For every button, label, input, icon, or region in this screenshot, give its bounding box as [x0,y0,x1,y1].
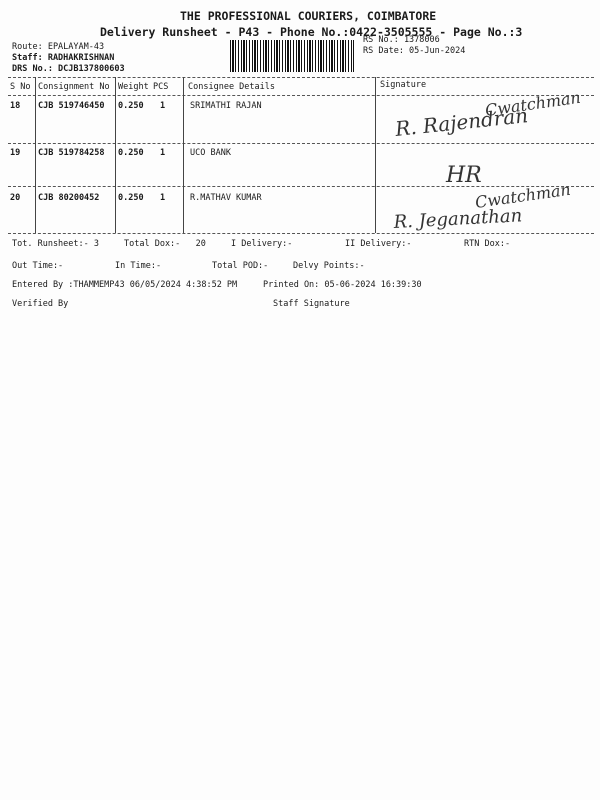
consignment-no: CJB 80200452 [38,193,100,203]
col-consignee: Consignee Details [188,82,275,92]
company-title: THE PROFESSIONAL COURIERS, COIMBATORE [180,9,437,23]
signature-row-19: HR [445,163,482,188]
pcs: 1 [160,193,166,203]
entered-by: Entered By :THAMMEMP43 06/05/2024 4:38:5… [12,280,238,290]
consignee: SRIMATHI RAJAN [190,101,262,111]
pcs: 1 [160,148,166,158]
consignee: UCO BANK [190,148,231,158]
printed-on: Printed On: 05-06-2024 16:39:30 [263,280,422,290]
drs-number: DRS No.: DCJB137800603 [12,64,125,74]
column-divider [375,77,376,233]
out-time: Out Time:- [12,261,64,271]
rtn-dox: RTN Dox:- [464,239,511,249]
total-dox: Total Dox:- 20 [124,239,206,249]
verified-by: Verified By [12,299,69,309]
divider [8,186,594,187]
barcode [230,40,354,72]
column-divider [183,77,184,233]
sno: 19 [10,148,21,158]
handwritten-signatures: Cwatchman R. Rajendran HR Cwatchman R. J… [392,88,582,233]
divider [8,77,594,78]
runsheet-subtitle: Delivery Runsheet - P43 - Phone No.:0422… [100,25,523,39]
divider [8,143,594,144]
divider [8,233,594,234]
divider [8,95,594,96]
route: Route: EPALAYAM-43 [12,42,105,52]
col-sno: S No [10,82,31,92]
ii-delivery: II Delivery:- [345,239,412,249]
pcs: 1 [160,101,166,111]
weight: 0.250 [118,101,144,111]
weight: 0.250 [118,148,144,158]
consignment-no: CJB 519784258 [38,148,105,158]
col-consignment: Consignment No [38,82,110,92]
col-signature: Signature [380,80,427,90]
rs-number: RS No.: 1378006 [363,35,440,45]
weight: 0.250 [118,193,144,203]
signature-row-18-line2: R. Rajendran [393,103,529,141]
sno: 20 [10,193,21,203]
delvy-points: Delvy Points:- [293,261,365,271]
staff-signature: Staff Signature [273,299,350,309]
col-pcs: PCS [153,82,169,92]
i-delivery: I Delivery:- [231,239,293,249]
signature-row-20-line2: R. Jeganathan [392,205,523,233]
sno: 18 [10,101,21,111]
total-pod: Total POD:- [212,261,269,271]
rs-date: RS Date: 05-Jun-2024 [363,46,466,56]
consignee: R.MATHAV KUMAR [190,193,262,203]
consignment-no: CJB 519746450 [38,101,105,111]
in-time: In Time:- [115,261,162,271]
staff: Staff: RADHAKRISHNAN [12,53,115,63]
col-weight: Weight [118,82,149,92]
column-divider [35,77,36,233]
tot-runsheet: Tot. Runsheet:- 3 [12,239,99,249]
column-divider [115,77,116,233]
